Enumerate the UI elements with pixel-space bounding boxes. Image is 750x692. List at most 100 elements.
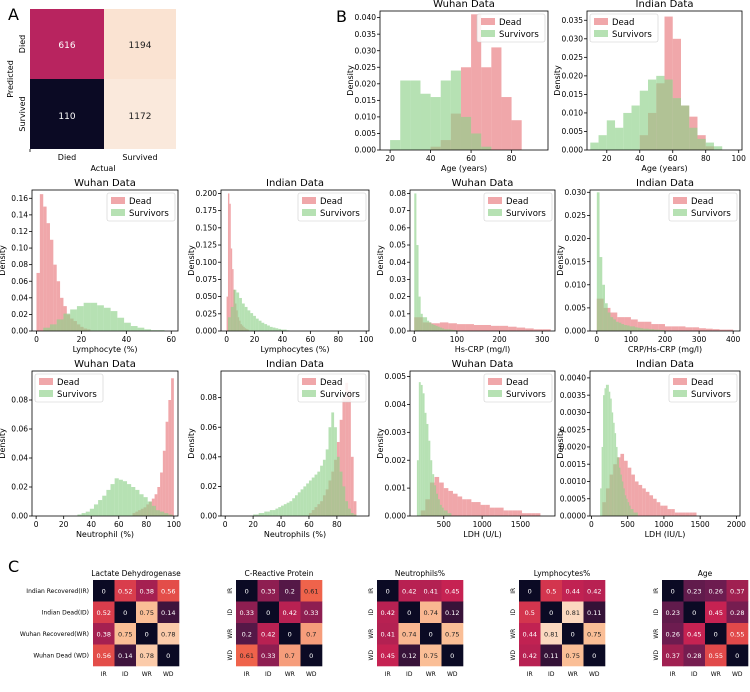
heatmap-value: 0.78 (161, 630, 175, 638)
heatmap-cell (583, 580, 606, 602)
dead-bar (667, 509, 672, 516)
heatmap-value: 0 (528, 587, 532, 595)
y-tick-label: 0.02 (11, 310, 28, 319)
survivors-bar (705, 142, 714, 150)
plot-frame (31, 370, 179, 517)
y-tick-label: 0.001 (385, 484, 407, 493)
heatmap-cell (136, 601, 158, 624)
dead-bar (348, 390, 351, 516)
heatmap-cell (93, 601, 115, 624)
survivors-bar (272, 510, 276, 516)
heatmap-cell (540, 644, 563, 667)
histogram-crp-wuhan: 0 100 200 300 0.00 0.01 0.02 0.03 0.04 0.05 0.06 0.… (376, 178, 556, 354)
x-tick-label: 60 (166, 335, 176, 344)
dead-bar (685, 512, 690, 516)
histogram-age-indian: 20 40 60 80 100 0.000 0.005 0.010 0.015 0.020 0.02… (553, 0, 746, 173)
survivors-bar (643, 328, 646, 331)
survivors-bar (261, 322, 265, 331)
bars (590, 16, 723, 150)
heatmap-row-label: WR (510, 629, 517, 639)
heatmap-cell (300, 623, 323, 645)
heatmap-value: 0.78 (140, 652, 154, 660)
histogram-neu-wuhan: 0 20 40 60 80 100 0.00 0.02 0.04 0.06 0.08 Wuhan Da… (0, 359, 181, 539)
survivors-bar (449, 513, 452, 516)
dead-bar (482, 324, 492, 331)
x-axis-label: Neutrophils (%) (264, 530, 326, 539)
histogram-ldh-indian: 0 500 1000 1500 2000 0.0000 0.0005 0.0010 0.0015… (556, 359, 746, 539)
survivors-bar (317, 471, 321, 516)
legend: Dead Survivors (297, 192, 367, 222)
y-axis-label: Density (0, 245, 7, 276)
survivors-bar (602, 284, 605, 331)
cm-col-label: Died (58, 153, 76, 162)
heatmap-value: 0.75 (118, 630, 132, 638)
plot-frame (31, 189, 179, 332)
survivors-bar (651, 329, 655, 331)
chart-title: Indian Data (636, 359, 694, 370)
survivors-bar (77, 514, 82, 516)
dead-bar (466, 499, 472, 516)
survivors-bar (300, 489, 304, 516)
survivors-bar (626, 325, 630, 331)
y-axis-label: Density (187, 245, 196, 276)
survivors-bar (135, 489, 140, 516)
legend: Dead Survivors (476, 13, 546, 43)
x-tick-label: 20 (77, 335, 87, 344)
survivors-bar (614, 433, 617, 516)
heatmap-value: 0.45 (687, 630, 701, 638)
heatmap-value: 0.7 (285, 652, 295, 660)
histogram-lym-wuhan: 0 20 40 60 0.00 0.02 0.04 0.06 0.08 0.10 0.12 0.14 0… (0, 178, 179, 354)
dead-bar (642, 488, 646, 516)
x-tick-label: 20 (385, 154, 395, 163)
dead-bar (705, 328, 713, 331)
chart-title: Wuhan Data (74, 359, 136, 370)
heatmap-value: 0.75 (566, 652, 580, 660)
heatmap-value: 0.41 (424, 587, 438, 595)
y-tick-label: 0.06 (389, 223, 406, 232)
heatmap-value: 0.37 (730, 587, 744, 595)
heatmap-row-label: IR (653, 588, 660, 594)
heatmap-3: Lymphocytes% 0 0.5 0.44 0.42 0.5 0 0.81 0.11 0.44… (510, 569, 606, 678)
survivors-bar (103, 307, 111, 331)
heatmap-cell (519, 644, 541, 667)
survivors-bar (607, 312, 611, 331)
survivors-bar (422, 317, 425, 331)
survivors-bar (452, 329, 455, 331)
legend: Dead Survivors (34, 373, 104, 403)
heatmap-value: 0.12 (402, 652, 416, 660)
dead-bar (43, 206, 47, 331)
y-tick-label: 0.02 (11, 483, 28, 492)
survivors-bar (605, 303, 608, 331)
heatmap-col-label: WD (589, 671, 600, 678)
y-tick-label: 0.01 (389, 309, 406, 318)
y-tick-label: 0.0010 (560, 477, 586, 486)
heatmap-row-label: Wuhan Dead (WD) (33, 652, 89, 659)
survivors-bar (339, 471, 343, 516)
bars (253, 382, 357, 516)
heatmap-cell (279, 601, 301, 624)
cm-value: 616 (58, 41, 75, 51)
dead-bar (227, 193, 230, 331)
y-axis-label: Density (556, 428, 565, 459)
survivors-bar (160, 511, 165, 516)
survivors-bar (430, 97, 441, 150)
heatmap-cell (236, 601, 258, 624)
survivors-bar (617, 457, 619, 516)
dead-bar (471, 14, 482, 150)
panel-letter-c: C (8, 557, 19, 576)
heatmap-row-label: ID (510, 609, 517, 616)
heatmap-value: 0.5 (525, 609, 535, 617)
heatmap-cell (398, 601, 421, 624)
survivors-bar (441, 507, 444, 516)
heatmap-value: 0.23 (666, 609, 680, 617)
survivors-bar (118, 479, 123, 516)
survivors-bar (590, 142, 599, 150)
y-tick-label: 0.035 (355, 30, 377, 39)
survivors-bar (447, 513, 450, 516)
heatmap-value: 0 (266, 609, 270, 617)
heatmap-value: 0.41 (381, 630, 395, 638)
survivors-bar (633, 512, 635, 516)
heatmap-cell (683, 644, 706, 667)
x-axis-label: LDH (IU/L) (645, 530, 686, 539)
y-tick-label: 0.07 (389, 206, 406, 215)
